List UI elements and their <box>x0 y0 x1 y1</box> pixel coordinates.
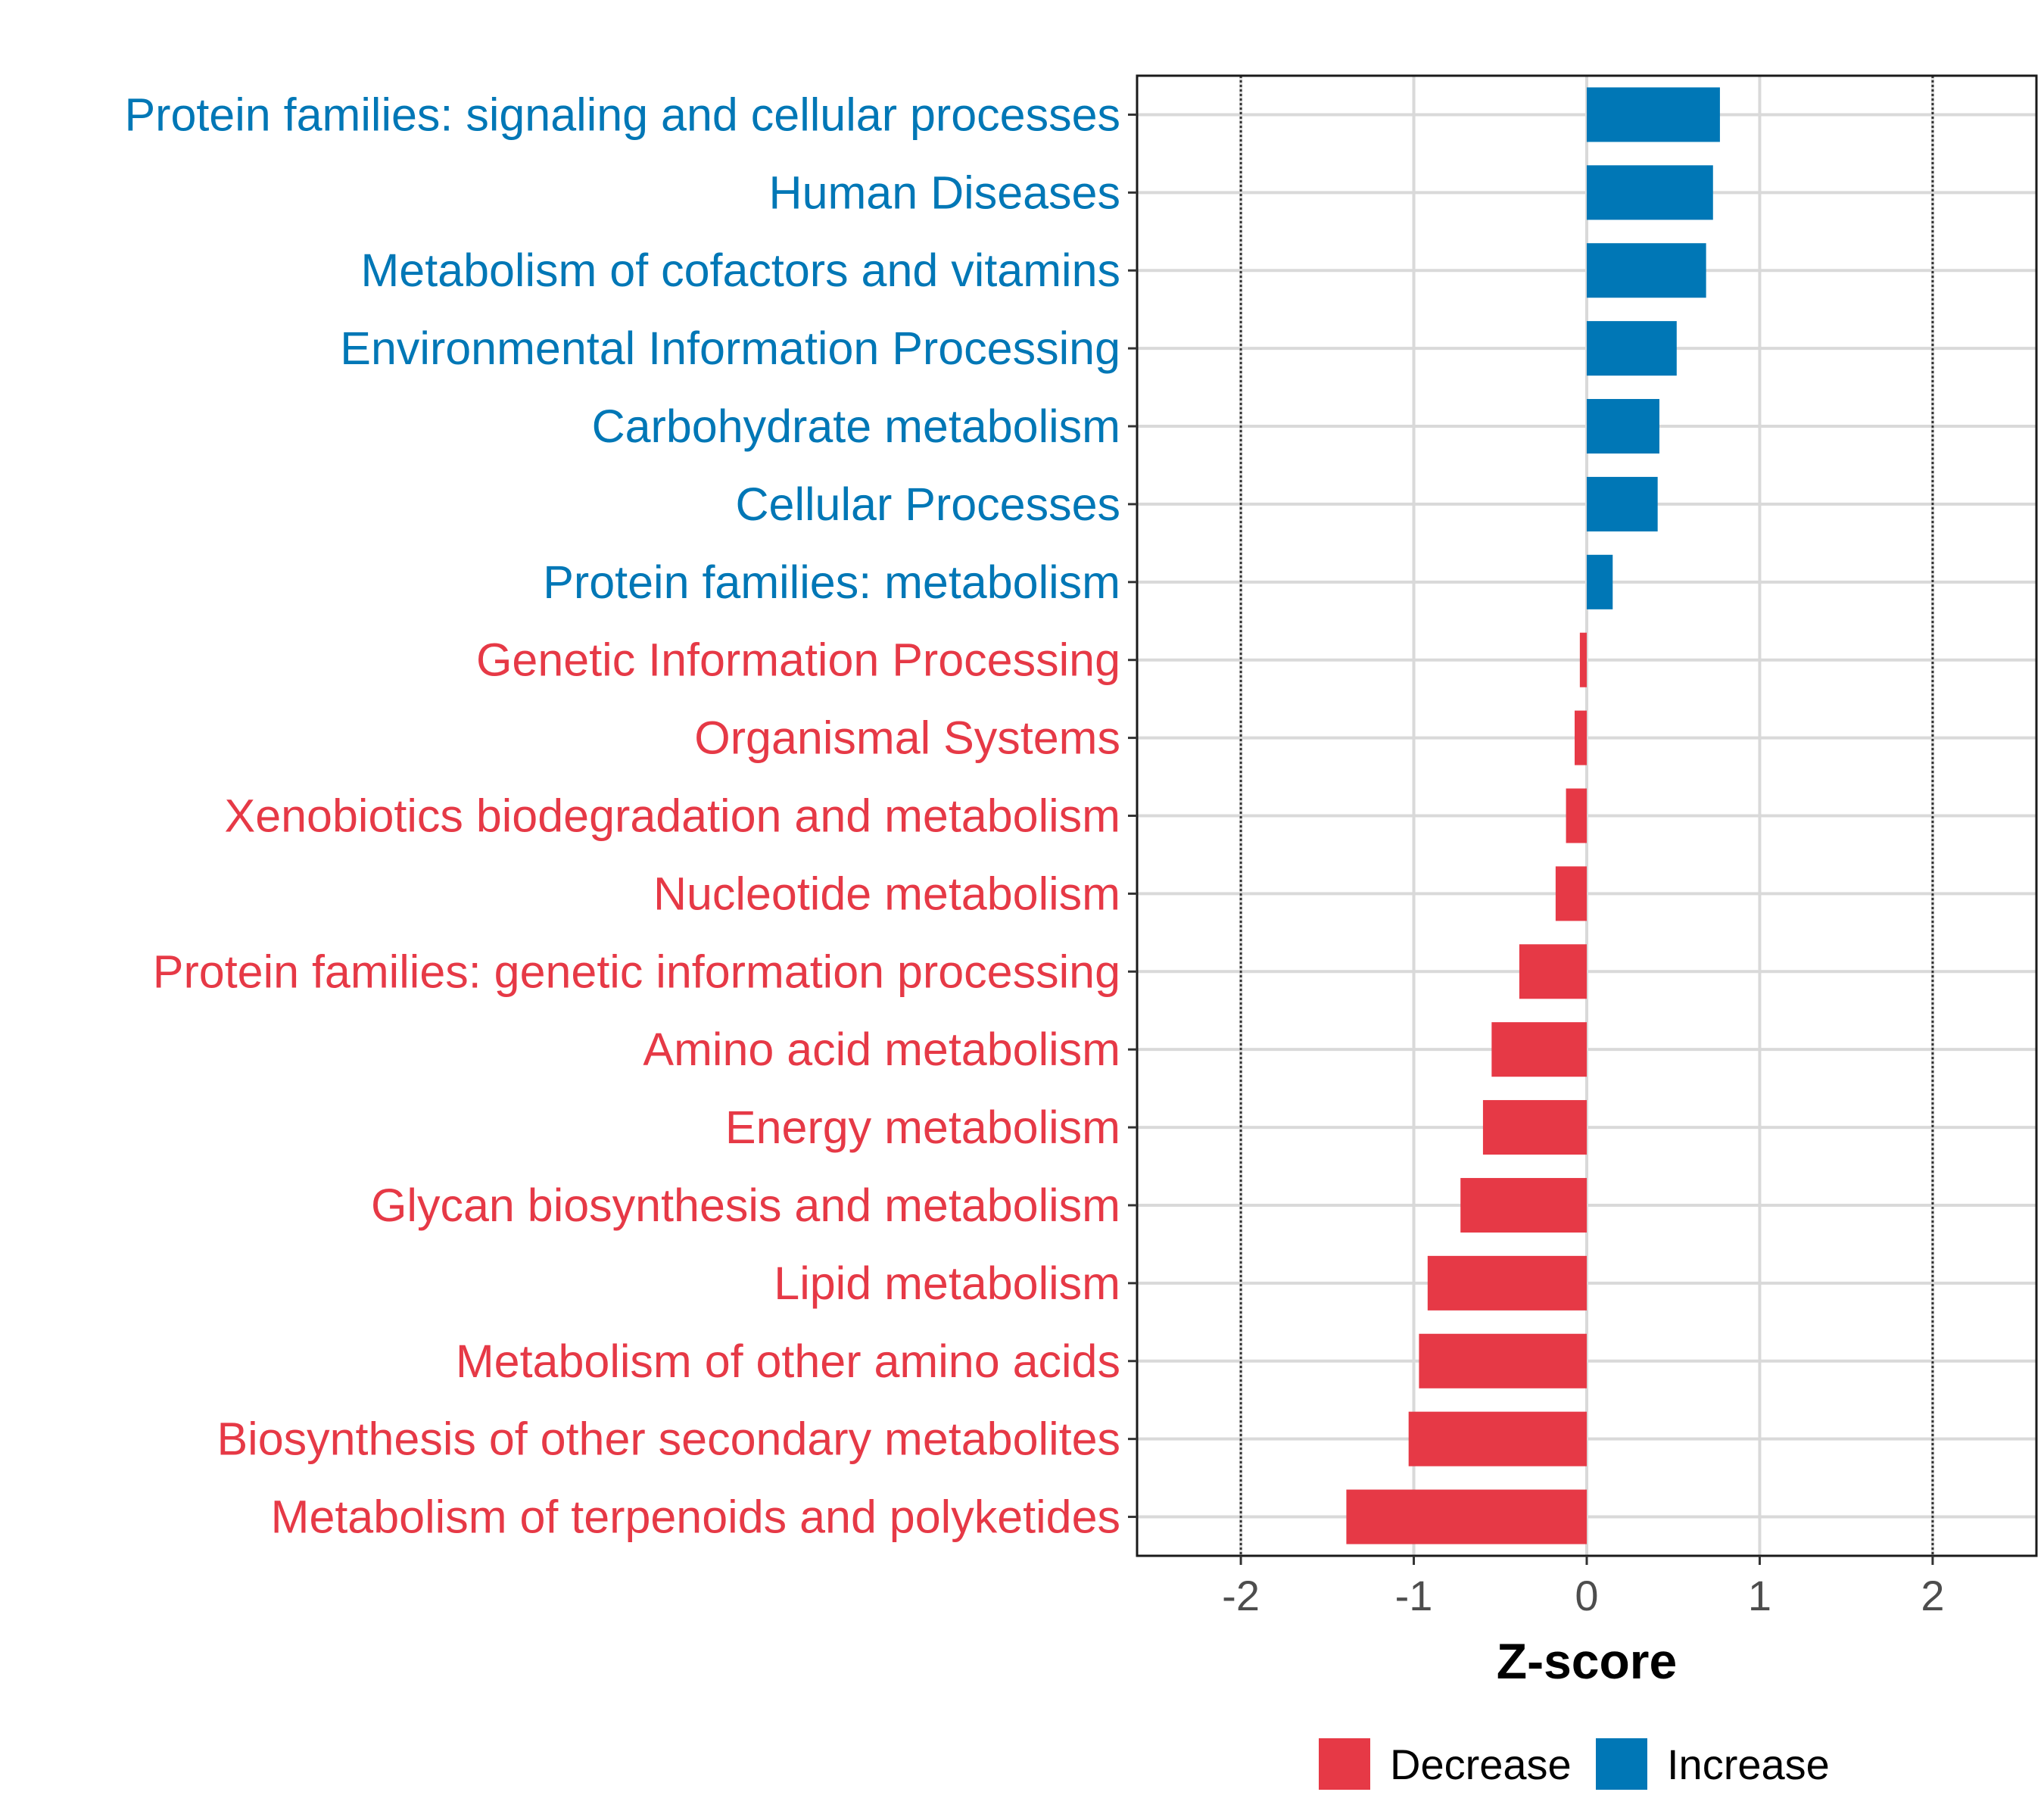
category-label: Genetic Information Processing <box>476 634 1120 686</box>
x-tick-label: 0 <box>1575 1572 1598 1619</box>
bar-2 <box>1587 243 1706 298</box>
bar-3 <box>1587 321 1677 376</box>
category-label: Metabolism of other amino acids <box>456 1335 1120 1387</box>
category-label: Metabolism of cofactors and vitamins <box>360 245 1120 296</box>
bar-1 <box>1587 165 1713 220</box>
bar-5 <box>1587 476 1658 531</box>
bar-9 <box>1566 788 1587 843</box>
legend-swatch-increase <box>1596 1738 1647 1790</box>
x-tick-label: 2 <box>1921 1572 1944 1619</box>
bar-18 <box>1346 1489 1587 1544</box>
category-label: Energy metabolism <box>725 1102 1120 1153</box>
bar-4 <box>1587 399 1659 454</box>
category-label: Cellular Processes <box>735 478 1120 530</box>
bar-0 <box>1587 87 1720 142</box>
legend-label-increase: Increase <box>1667 1741 1830 1788</box>
legend: Decrease Increase <box>1319 1738 1830 1790</box>
bar-8 <box>1575 710 1587 765</box>
category-label: Carbohydrate metabolism <box>592 400 1120 452</box>
legend-label-decrease: Decrease <box>1390 1741 1572 1788</box>
x-tick-label: -1 <box>1395 1572 1433 1619</box>
category-label: Environmental Information Processing <box>340 323 1120 374</box>
bar-13 <box>1482 1100 1587 1155</box>
bar-16 <box>1419 1333 1587 1388</box>
category-label: Protein families: genetic information pr… <box>153 946 1120 997</box>
category-label: Metabolism of terpenoids and polyketides <box>271 1491 1120 1543</box>
bar-14 <box>1460 1177 1587 1233</box>
x-tick-label: -2 <box>1222 1572 1260 1619</box>
x-tick-label: 1 <box>1748 1572 1771 1619</box>
y-axis-ticks: Protein families: signaling and cellular… <box>124 89 1137 1543</box>
reference-lines <box>1239 76 1934 1556</box>
bar-6 <box>1587 554 1613 609</box>
legend-swatch-decrease <box>1319 1738 1370 1790</box>
category-label: Glycan biosynthesis and metabolism <box>371 1180 1120 1231</box>
x-axis-title: Z-score <box>1497 1633 1677 1689</box>
category-label: Amino acid metabolism <box>643 1024 1120 1075</box>
bar-10 <box>1555 866 1587 921</box>
category-label: Xenobiotics biodegradation and metabolis… <box>225 790 1120 842</box>
bar-15 <box>1427 1255 1587 1311</box>
x-axis-ticks: -2 -1 0 1 2 <box>1222 1556 1945 1619</box>
bars <box>1346 87 1720 1544</box>
category-label: Human Diseases <box>769 167 1120 218</box>
bar-17 <box>1408 1411 1587 1466</box>
category-label: Protein families: signaling and cellular… <box>124 89 1120 140</box>
bar-12 <box>1491 1022 1587 1077</box>
bar-11 <box>1519 944 1587 999</box>
category-label: Protein families: metabolism <box>543 556 1120 608</box>
bar-7 <box>1579 632 1587 687</box>
category-label: Nucleotide metabolism <box>653 868 1120 919</box>
category-label: Lipid metabolism <box>774 1258 1120 1309</box>
category-label: Biosynthesis of other secondary metaboli… <box>217 1413 1120 1465</box>
category-label: Organismal Systems <box>694 712 1120 764</box>
